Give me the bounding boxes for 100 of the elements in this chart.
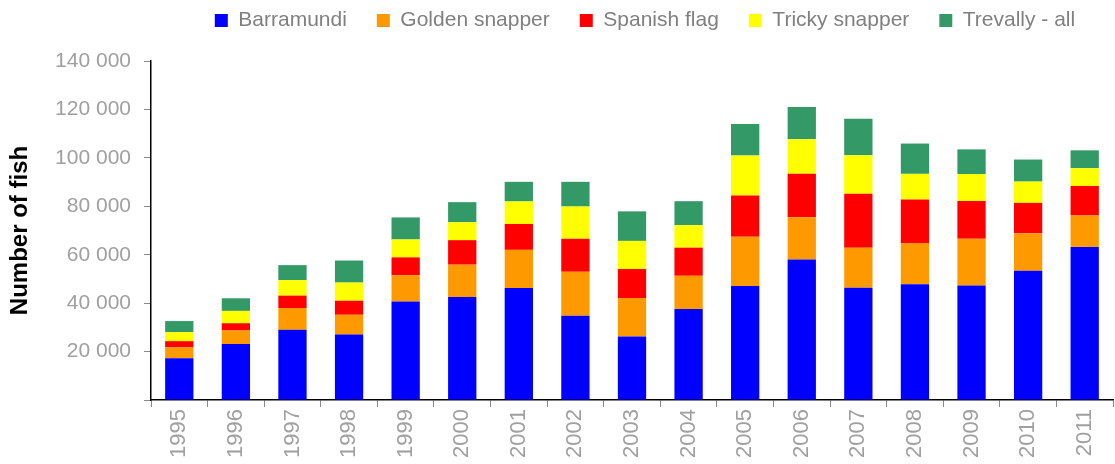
- y-tick-label: 140 000: [55, 47, 131, 71]
- bar: [844, 118, 873, 156]
- bar: [448, 202, 477, 223]
- x-tick-label: 2002: [561, 409, 587, 458]
- legend-label: Tricky snapper: [772, 7, 910, 31]
- bar: [617, 211, 647, 241]
- bar: [957, 200, 986, 239]
- y-tick-label: 20 000: [66, 338, 131, 362]
- x-tick-label: 2004: [674, 409, 700, 458]
- bar: [221, 298, 251, 311]
- bar: [278, 329, 307, 400]
- x-tick-label: 2001: [504, 409, 530, 458]
- bar: [561, 315, 590, 400]
- y-tick-label: 60 000: [66, 241, 131, 265]
- bar: [787, 107, 816, 140]
- bar: [900, 199, 930, 244]
- x-tick-label: 1996: [221, 409, 247, 458]
- y-tick-label: 80 000: [66, 193, 131, 217]
- x-tick-label: 1995: [165, 409, 191, 458]
- x-tick-label: 2009: [957, 409, 983, 458]
- bar: [504, 287, 533, 400]
- bar: [674, 247, 703, 276]
- bar: [731, 195, 760, 237]
- bar: [165, 347, 194, 359]
- bar: [787, 259, 816, 400]
- y-tick-label: 100 000: [55, 144, 131, 168]
- bar: [448, 297, 477, 400]
- bar: [221, 344, 251, 400]
- bar: [617, 269, 647, 299]
- bar: [617, 336, 647, 400]
- bar: [1070, 168, 1099, 186]
- bar: [561, 271, 590, 316]
- bar: [900, 143, 930, 174]
- bar: [900, 243, 930, 285]
- bar: [617, 240, 647, 269]
- bar: [278, 307, 307, 330]
- bar: [334, 260, 364, 283]
- bar: [165, 341, 194, 348]
- y-tick-label: 40 000: [66, 289, 131, 313]
- bar: [221, 310, 251, 324]
- bar: [504, 223, 533, 250]
- bar: [504, 249, 533, 288]
- bar: [448, 264, 477, 298]
- bar: [787, 217, 816, 260]
- legend-label: Barramundi: [238, 7, 347, 31]
- x-tick-label: 1999: [391, 409, 417, 458]
- bar: [165, 321, 194, 333]
- x-tick-label: 2011: [1070, 409, 1096, 457]
- bar: [221, 330, 251, 345]
- bar: [1070, 150, 1099, 169]
- legend-label: Golden snapper: [400, 7, 550, 31]
- legend-label: Spanish flag: [603, 7, 719, 31]
- bar: [957, 149, 986, 175]
- bar: [448, 222, 477, 241]
- bar: [1013, 181, 1043, 203]
- x-tick-label: 2003: [618, 409, 644, 458]
- bar: [561, 206, 590, 239]
- bar: [334, 282, 364, 301]
- bar: [787, 139, 816, 174]
- bar: [674, 275, 703, 309]
- bar: [1013, 270, 1043, 400]
- bar: [731, 123, 760, 156]
- bar: [957, 174, 986, 201]
- bar: [448, 240, 477, 265]
- bar: [957, 238, 986, 286]
- bar: [674, 201, 703, 226]
- bar: [674, 225, 703, 248]
- bar: [1013, 233, 1043, 271]
- x-tick-label: 1997: [278, 409, 304, 458]
- bar: [278, 265, 307, 281]
- x-tick-label: 2000: [448, 409, 474, 458]
- bar: [278, 280, 307, 296]
- bar: [617, 298, 647, 337]
- bar: [165, 358, 194, 400]
- bar: [221, 323, 251, 331]
- bar: [391, 217, 420, 240]
- bar: [1013, 202, 1043, 234]
- x-tick-label: 2006: [787, 409, 813, 458]
- bar: [391, 257, 420, 276]
- bar: [1070, 185, 1099, 216]
- bar: [731, 285, 760, 400]
- x-tick-label: 1998: [335, 409, 361, 458]
- bar: [731, 236, 760, 286]
- x-tick-label: 2008: [901, 409, 926, 458]
- x-tick-label: 2005: [731, 409, 757, 458]
- bar: [674, 308, 703, 400]
- bar: [844, 247, 873, 288]
- bar: [504, 181, 533, 202]
- bar: [900, 173, 930, 200]
- bar: [391, 301, 420, 400]
- bar: [504, 201, 533, 224]
- bar: [391, 239, 420, 258]
- bar: [391, 275, 420, 302]
- bar: [844, 155, 873, 194]
- x-tick-label: 2010: [1014, 409, 1040, 458]
- bar: [844, 287, 873, 400]
- bar: [278, 295, 307, 308]
- bar: [334, 314, 364, 335]
- bar: [165, 332, 194, 342]
- bar: [561, 238, 590, 272]
